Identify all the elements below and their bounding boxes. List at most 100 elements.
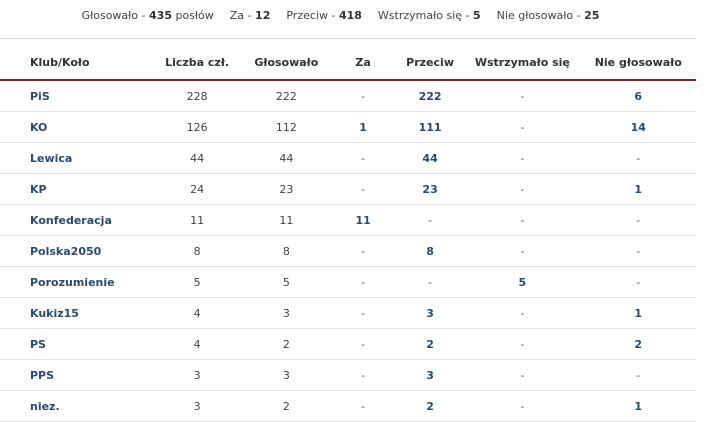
cell-voted: 8 (242, 235, 331, 267)
vote-count-link[interactable]: 5 (518, 275, 527, 289)
header-nie-glosowalo[interactable]: Nie głosowało (580, 46, 696, 81)
vote-count-link[interactable]: 44 (422, 151, 438, 165)
cell-members: 8 (151, 235, 243, 267)
value: 11 (279, 213, 294, 227)
vote-count-link[interactable]: 3 (426, 368, 434, 382)
table-row: Kukiz15 4 3 - 3 - 1 (0, 297, 696, 329)
cell-nie-glosowalo: 6 (580, 80, 696, 112)
value: - (636, 244, 641, 258)
club-link[interactable]: Polska2050 (30, 244, 102, 258)
cell-club: Porozumienie (0, 266, 152, 298)
divider (0, 38, 696, 39)
cell-nie-glosowalo: 14 (580, 111, 696, 143)
club-link[interactable]: niez. (30, 399, 60, 413)
vote-count-link[interactable]: 11 (355, 213, 371, 227)
value: 222 (275, 89, 297, 103)
cell-wstrzymalo: 5 (464, 266, 581, 298)
cell-club: Lewica (0, 142, 152, 174)
cell-voted: 11 (242, 204, 331, 236)
cell-members: 126 (151, 111, 243, 143)
summary-za: Za - 12 (229, 8, 271, 22)
value: - (361, 89, 366, 103)
value: 23 (279, 182, 294, 196)
header-za[interactable]: Za (330, 46, 396, 81)
cell-przeciw: 2 (395, 390, 465, 422)
cell-za: - (330, 390, 396, 422)
value: - (520, 337, 525, 351)
vote-count-link[interactable]: 2 (426, 337, 434, 351)
club-link[interactable]: Lewica (30, 151, 73, 165)
header-klub[interactable]: Klub/Koło (0, 46, 152, 81)
cell-wstrzymalo: - (464, 297, 581, 329)
value: - (520, 368, 525, 382)
club-link[interactable]: PiS (30, 89, 50, 103)
club-link[interactable]: PS (30, 337, 46, 351)
club-link[interactable]: PPS (30, 368, 55, 382)
vote-count-link[interactable]: 23 (422, 182, 438, 196)
cell-wstrzymalo: - (464, 328, 581, 360)
header-przeciw[interactable]: Przeciw (395, 46, 465, 81)
cell-voted: 2 (242, 390, 331, 422)
vote-count-link[interactable]: 3 (426, 306, 434, 320)
cell-members: 4 (151, 297, 243, 329)
header-glosowalo[interactable]: Głosowało (242, 46, 331, 81)
cell-nie-glosowalo: 1 (580, 173, 696, 205)
club-link[interactable]: Kukiz15 (30, 306, 79, 320)
value: 112 (275, 120, 297, 134)
vote-count-link[interactable]: 8 (426, 244, 434, 258)
vote-count-link[interactable]: 222 (418, 89, 442, 103)
table-row: Lewica 44 44 - 44 - - (0, 142, 696, 174)
cell-club: KP (0, 173, 152, 205)
value: - (520, 182, 525, 196)
vote-count-link[interactable]: 14 (630, 120, 646, 134)
value: 44 (190, 151, 205, 165)
cell-za: - (330, 297, 396, 329)
vote-count-link[interactable]: 2 (426, 399, 434, 413)
vote-count-link[interactable]: 111 (418, 120, 442, 134)
cell-club: PiS (0, 80, 152, 112)
value: - (636, 275, 641, 289)
vote-count-link[interactable]: 6 (634, 89, 643, 103)
table-row: PPS 3 3 - 3 - - (0, 359, 696, 391)
cell-za: - (330, 142, 396, 174)
value: 24 (190, 182, 205, 196)
cell-za: 1 (330, 111, 396, 143)
cell-za: 11 (330, 204, 396, 236)
table-row: KP 24 23 - 23 - 1 (0, 173, 696, 205)
summary-wstrzymalo: Wstrzymało się - 5 (377, 8, 481, 22)
cell-members: 4 (151, 328, 243, 360)
vote-count-link[interactable]: 1 (634, 182, 643, 196)
table-row: PS 4 2 - 2 - 2 (0, 328, 696, 360)
vote-count-link[interactable]: 1 (634, 399, 643, 413)
cell-przeciw: - (395, 266, 465, 298)
table-row: Polska2050 8 8 - 8 - - (0, 235, 696, 267)
value: - (520, 120, 525, 134)
cell-members: 44 (151, 142, 243, 174)
table-row: Konfederacja 11 11 11 - - - (0, 204, 696, 236)
header-liczba[interactable]: Liczba czł. (151, 46, 243, 81)
cell-za: - (330, 266, 396, 298)
cell-wstrzymalo: - (464, 235, 581, 267)
value: 8 (282, 244, 290, 258)
cell-wstrzymalo: - (464, 142, 581, 174)
club-link[interactable]: Porozumienie (30, 275, 115, 289)
club-link[interactable]: KO (30, 120, 48, 134)
cell-wstrzymalo: - (464, 390, 581, 422)
header-wstrzymalo[interactable]: Wstrzymało się (464, 46, 581, 81)
cell-przeciw: 2 (395, 328, 465, 360)
club-link[interactable]: KP (30, 182, 47, 196)
table-row: KO 126 112 1 111-14 (0, 111, 696, 143)
vote-count-link[interactable]: 2 (634, 337, 643, 351)
cell-przeciw: 3 (395, 359, 465, 391)
summary-nie-glosowalo: Nie głosowało - 25 (496, 8, 600, 22)
cell-club: niez. (0, 390, 152, 422)
value: - (636, 368, 641, 382)
vote-count-link[interactable]: 1 (634, 306, 643, 320)
value: 5 (193, 275, 201, 289)
cell-przeciw: 3 (395, 297, 465, 329)
vote-count-link[interactable]: 1 (359, 120, 367, 134)
club-link[interactable]: Konfederacja (30, 213, 112, 227)
cell-przeciw: 222 (395, 80, 465, 112)
value: - (636, 213, 641, 227)
cell-club: PPS (0, 359, 152, 391)
